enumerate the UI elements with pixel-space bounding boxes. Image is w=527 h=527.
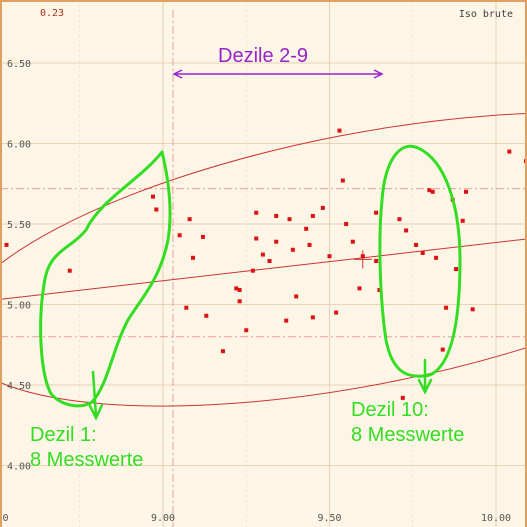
data-point <box>4 242 9 247</box>
data-point <box>274 239 279 244</box>
decile-2-9-arrow <box>172 69 384 79</box>
corner-label: Iso brute <box>458 9 513 20</box>
data-point <box>414 242 419 247</box>
data-point <box>310 213 315 218</box>
data-point <box>274 213 279 218</box>
data-point <box>190 255 195 260</box>
data-point <box>177 233 182 238</box>
data-point <box>377 288 382 293</box>
frame-top <box>0 0 527 2</box>
data-point <box>234 286 239 291</box>
data-point <box>360 254 365 259</box>
y-axis-ticks: 4.00 4.50 5.00 5.50 6.00 6.50 <box>7 59 31 473</box>
data-point <box>374 259 379 264</box>
decile-10-outline <box>378 144 462 378</box>
data-point <box>350 239 355 244</box>
data-point <box>200 234 205 239</box>
data-point <box>260 252 265 257</box>
decile-1-outline <box>39 150 172 408</box>
data-point <box>427 188 432 193</box>
data-point <box>267 259 272 264</box>
data-point <box>237 288 242 293</box>
frame-left <box>0 0 2 527</box>
data-point <box>470 307 475 312</box>
data-point <box>151 194 156 199</box>
data-point <box>310 315 315 320</box>
data-point <box>444 305 449 310</box>
y-tick-label: 6.50 <box>7 59 31 70</box>
data-point <box>67 268 72 273</box>
data-point <box>430 189 435 194</box>
data-point <box>284 318 289 323</box>
corner-value: 0.23 <box>40 8 65 19</box>
x-tick-label: 9.50 <box>317 513 341 524</box>
y-tick-label: 5.50 <box>7 220 31 231</box>
data-point <box>420 250 425 255</box>
x-tick-label: 8.50 <box>0 513 9 524</box>
data-point <box>344 222 349 226</box>
data-point <box>250 268 255 273</box>
data-point <box>184 305 189 310</box>
regression-line-path <box>0 238 527 300</box>
y-tick-label: 5.00 <box>7 301 31 312</box>
hand-drawn-annotations <box>39 69 462 421</box>
decile-1-arrow <box>88 370 104 421</box>
data-point <box>327 254 332 259</box>
y-tick-label: 6.00 <box>7 140 31 151</box>
data-point <box>404 228 409 233</box>
data-point <box>294 294 299 299</box>
data-point <box>454 267 459 272</box>
data-point <box>507 149 512 154</box>
data-point <box>440 347 445 352</box>
data-point <box>254 236 259 241</box>
data-point <box>320 205 325 210</box>
data-points <box>4 128 527 400</box>
confidence-ellipse <box>0 112 527 407</box>
frame-right <box>525 0 527 527</box>
annotation-top: Dezile 2-9 <box>218 45 309 67</box>
data-point <box>220 349 225 354</box>
data-point <box>237 299 242 304</box>
data-point <box>290 247 295 252</box>
data-point <box>307 242 312 247</box>
data-point <box>337 128 342 133</box>
data-point <box>340 178 345 183</box>
x-tick-label: 9.00 <box>151 513 175 524</box>
data-point <box>154 207 159 212</box>
data-point <box>254 210 259 215</box>
data-point <box>400 395 405 400</box>
x-tick-label: 10.00 <box>481 513 511 524</box>
annotation-left: Dezil 1: 8 Messwerte <box>30 424 144 471</box>
y-tick-label: 4.00 <box>7 462 31 473</box>
data-point <box>460 218 465 223</box>
data-point <box>187 217 192 222</box>
data-point <box>434 255 439 260</box>
data-point <box>287 217 292 222</box>
data-point <box>374 210 379 215</box>
data-point <box>397 217 402 222</box>
ellipse <box>0 112 527 407</box>
data-point <box>334 310 339 315</box>
decile-10-arrow <box>417 358 433 395</box>
data-point <box>244 328 249 333</box>
y-tick-label: 4.50 <box>7 381 31 392</box>
data-point <box>204 313 209 318</box>
annotation-right: Dezil 10: 8 Messwerte <box>351 399 465 446</box>
regression-line <box>0 238 527 300</box>
data-point <box>304 226 309 231</box>
data-point <box>464 189 469 194</box>
data-point <box>357 286 362 291</box>
